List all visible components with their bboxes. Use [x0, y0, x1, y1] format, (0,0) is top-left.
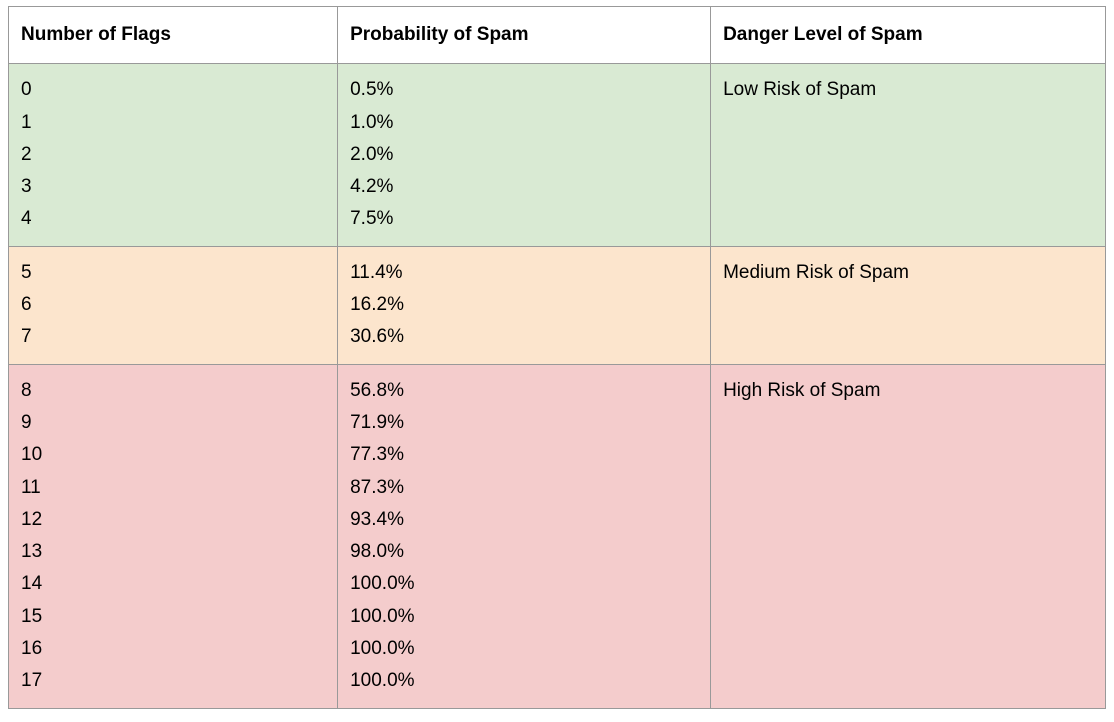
table-row: 89101112131415161756.8%71.9%77.3%87.3%93… — [9, 364, 1106, 708]
flag-value: 15 — [21, 601, 325, 633]
flag-value: 5 — [21, 257, 325, 289]
flag-value: 14 — [21, 568, 325, 600]
cell-danger-level: Medium Risk of Spam — [711, 246, 1106, 364]
probability-value: 100.0% — [350, 601, 698, 633]
flag-value: 9 — [21, 407, 325, 439]
probability-value: 93.4% — [350, 504, 698, 536]
danger-label: Low Risk of Spam — [723, 79, 876, 100]
cell-probability: 0.5%1.0%2.0%4.2%7.5% — [338, 64, 711, 246]
flag-value: 13 — [21, 536, 325, 568]
flag-value: 7 — [21, 321, 325, 353]
probability-value: 98.0% — [350, 536, 698, 568]
cell-flags: 01234 — [9, 64, 338, 246]
flag-value: 0 — [21, 74, 325, 106]
table-row: 012340.5%1.0%2.0%4.2%7.5%Low Risk of Spa… — [9, 64, 1106, 246]
col-header-danger: Danger Level of Spam — [711, 7, 1106, 64]
probability-value: 0.5% — [350, 74, 698, 106]
probability-value: 100.0% — [350, 568, 698, 600]
cell-probability: 11.4%16.2%30.6% — [338, 246, 711, 364]
cell-flags: 567 — [9, 246, 338, 364]
probability-value: 56.8% — [350, 375, 698, 407]
cell-flags: 891011121314151617 — [9, 364, 338, 708]
flag-value: 4 — [21, 203, 325, 235]
probability-value: 16.2% — [350, 289, 698, 321]
cell-probability: 56.8%71.9%77.3%87.3%93.4%98.0%100.0%100.… — [338, 364, 711, 708]
probability-value: 77.3% — [350, 439, 698, 471]
probability-value: 100.0% — [350, 633, 698, 665]
flag-value: 8 — [21, 375, 325, 407]
flag-value: 12 — [21, 504, 325, 536]
flag-value: 16 — [21, 633, 325, 665]
cell-danger-level: Low Risk of Spam — [711, 64, 1106, 246]
danger-label: Medium Risk of Spam — [723, 262, 909, 283]
table-row: 56711.4%16.2%30.6%Medium Risk of Spam — [9, 246, 1106, 364]
probability-value: 4.2% — [350, 171, 698, 203]
col-header-probability: Probability of Spam — [338, 7, 711, 64]
probability-value: 2.0% — [350, 139, 698, 171]
spam-risk-table: Number of Flags Probability of Spam Dang… — [8, 6, 1106, 709]
probability-value: 71.9% — [350, 407, 698, 439]
probability-value: 1.0% — [350, 107, 698, 139]
flag-value: 17 — [21, 665, 325, 697]
table-header-row: Number of Flags Probability of Spam Dang… — [9, 7, 1106, 64]
probability-value: 7.5% — [350, 203, 698, 235]
flag-value: 1 — [21, 107, 325, 139]
probability-value: 30.6% — [350, 321, 698, 353]
flag-value: 2 — [21, 139, 325, 171]
flag-value: 6 — [21, 289, 325, 321]
probability-value: 100.0% — [350, 665, 698, 697]
probability-value: 87.3% — [350, 472, 698, 504]
danger-label: High Risk of Spam — [723, 380, 880, 401]
flag-value: 10 — [21, 439, 325, 471]
col-header-flags: Number of Flags — [9, 7, 338, 64]
flag-value: 3 — [21, 171, 325, 203]
cell-danger-level: High Risk of Spam — [711, 364, 1106, 708]
probability-value: 11.4% — [350, 257, 698, 289]
flag-value: 11 — [21, 472, 325, 504]
